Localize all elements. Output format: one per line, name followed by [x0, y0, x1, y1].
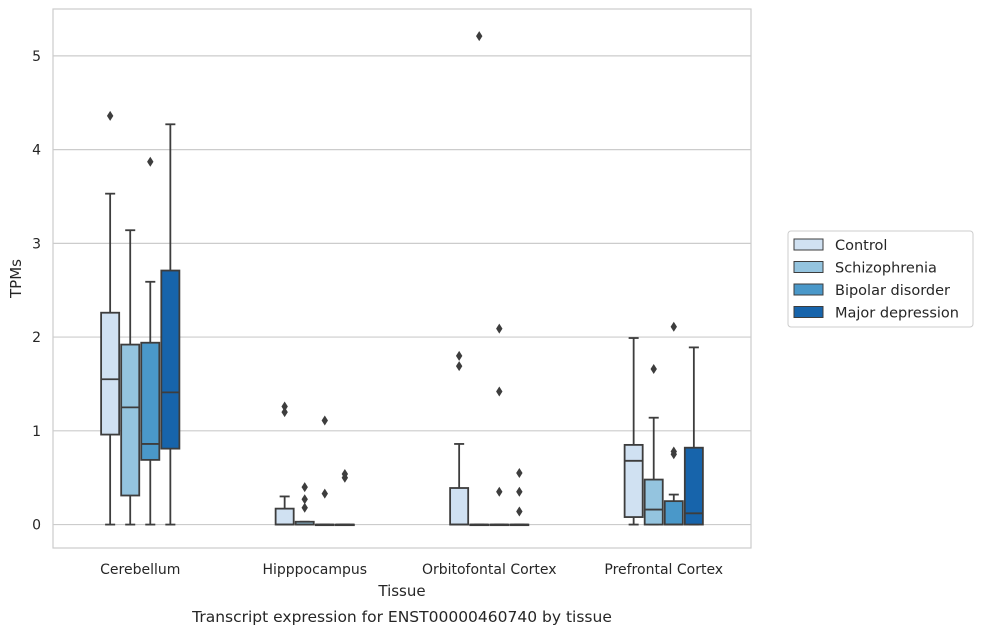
box-major-depression — [509, 468, 530, 527]
box-schizophrenia — [120, 229, 141, 526]
outlier-point — [147, 156, 154, 167]
outlier-point — [496, 486, 503, 497]
legend: Control Schizophrenia Bipolar disorder Majo… — [787, 230, 974, 328]
outlier-point — [301, 494, 308, 505]
outlier-point — [650, 363, 657, 374]
legend-entry: Bipolar disorder — [835, 283, 950, 299]
y-tick-label: 3 — [32, 236, 41, 252]
y-axis-ticks: 0 1 2 3 4 5 — [32, 49, 41, 534]
box-bipolar-disorder — [314, 415, 335, 527]
plot-frame — [52, 8, 752, 549]
box-major-depression — [160, 123, 181, 526]
outlier-point — [341, 468, 349, 479]
box-iqr — [160, 269, 181, 450]
box-bipolar-disorder — [140, 156, 161, 526]
x-axis-ticks: Cerebellum Hipppocampus Orbitofontal Corte… — [100, 562, 723, 578]
outlier-point — [455, 350, 463, 361]
y-axis-label: TPMs — [7, 259, 25, 299]
legend-box — [787, 230, 974, 328]
box-iqr — [120, 343, 141, 497]
box-plots — [100, 31, 704, 527]
legend-swatch — [793, 238, 824, 251]
box-schizophrenia — [643, 363, 664, 526]
box-major-depression — [683, 346, 704, 526]
box-iqr — [683, 446, 704, 526]
outlier-point — [106, 110, 114, 121]
legend-entry: Schizophrenia — [835, 261, 937, 277]
y-tick-label: 1 — [32, 424, 41, 440]
box-schizophrenia — [294, 482, 315, 526]
outlier-point — [301, 502, 308, 513]
chart-caption: Transcript expression for ENST0000046074… — [191, 608, 612, 626]
outlier-point — [496, 386, 503, 397]
x-axis-label: Tissue — [377, 582, 425, 600]
box-iqr — [274, 507, 295, 526]
box-major-depression — [334, 468, 355, 527]
y-tick-label: 4 — [32, 143, 41, 159]
box-control — [274, 401, 295, 526]
x-tick-label: Prefrontal Cortex — [604, 562, 723, 578]
outlier-point — [476, 31, 483, 42]
legend-swatch — [793, 261, 824, 273]
x-tick-label: Orbitofontal Cortex — [422, 562, 557, 578]
box-iqr — [623, 443, 644, 518]
outlier-point — [516, 506, 523, 517]
y-tick-label: 5 — [32, 49, 41, 65]
box-iqr — [663, 500, 684, 526]
outlier-point — [455, 361, 463, 372]
box-control — [449, 350, 470, 526]
legend-swatch — [793, 306, 824, 318]
outlier-point — [670, 446, 677, 457]
box-bipolar-disorder — [663, 321, 684, 526]
x-tick-label: Hipppocampus — [262, 562, 367, 578]
outlier-point — [516, 486, 523, 497]
outlier-point — [321, 415, 328, 426]
y-tick-label: 2 — [32, 330, 41, 346]
box-iqr — [449, 487, 470, 526]
box-control — [100, 110, 121, 526]
legend-entry: Major depression — [835, 306, 959, 322]
outlier-point — [281, 407, 288, 418]
outlier-point — [496, 323, 503, 334]
box-bipolar-disorder — [489, 323, 510, 527]
outlier-point — [516, 468, 523, 479]
box-iqr — [140, 341, 161, 461]
outlier-point — [321, 488, 328, 499]
legend-entry: Control — [835, 238, 887, 254]
box-iqr — [643, 478, 664, 526]
x-tick-label: Cerebellum — [100, 562, 180, 578]
box-iqr — [100, 311, 121, 436]
legend-swatch — [793, 283, 824, 296]
y-tick-label: 0 — [32, 518, 41, 534]
outlier-point — [670, 321, 677, 332]
outlier-point — [301, 482, 308, 493]
box-schizophrenia — [469, 31, 490, 527]
outlier-point — [281, 401, 288, 412]
box-control — [623, 337, 644, 526]
